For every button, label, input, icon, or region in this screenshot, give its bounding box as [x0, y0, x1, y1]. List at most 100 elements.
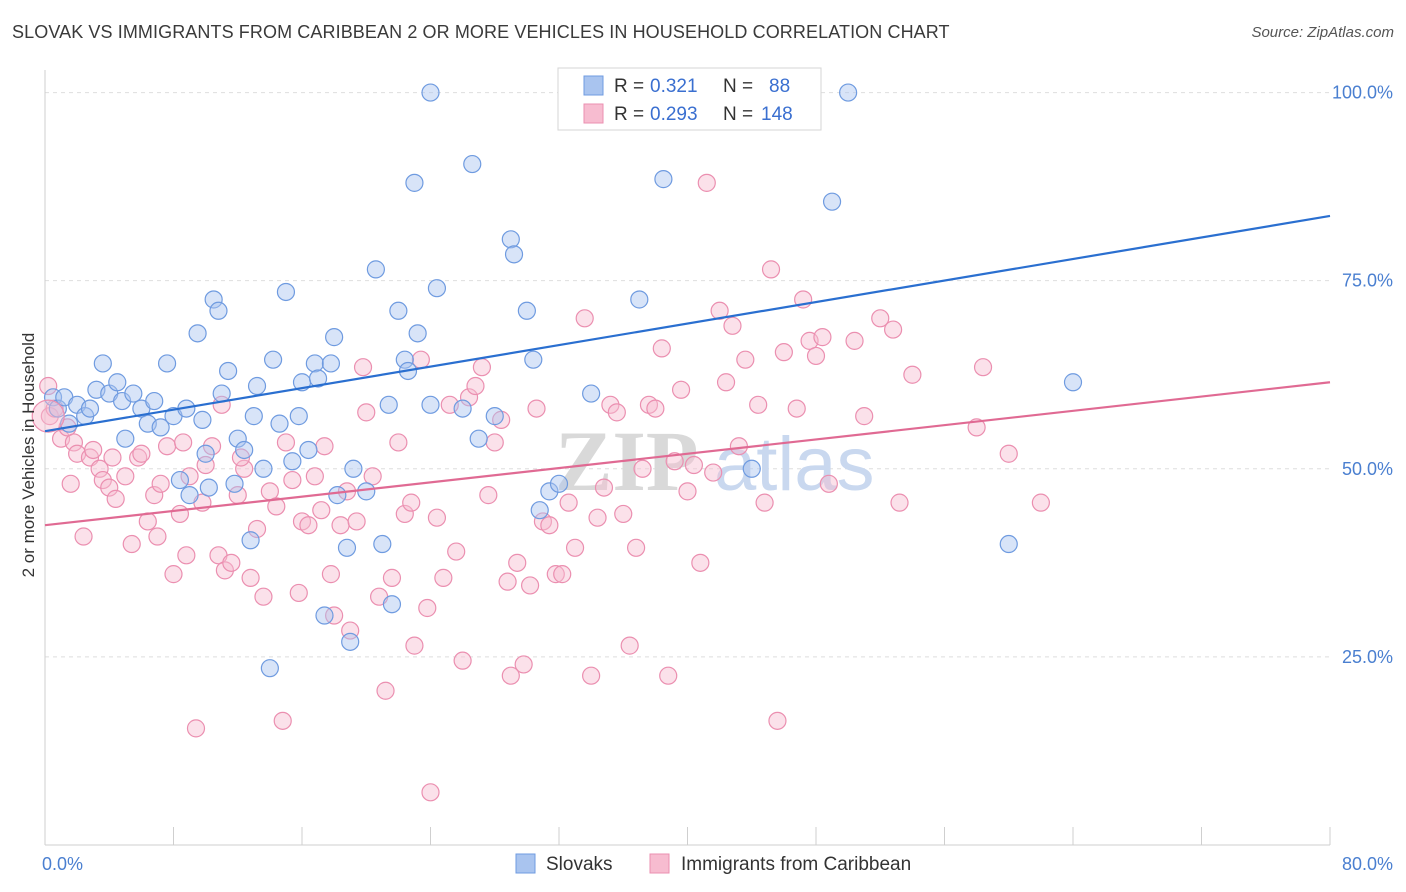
point-caribbean — [813, 328, 832, 347]
point-caribbean — [883, 320, 903, 339]
data-points — [31, 83, 1083, 802]
point-caribbean — [357, 403, 376, 422]
trend-line-slovaks — [44, 214, 1331, 433]
point-slovaks — [839, 83, 858, 102]
y-tick-label: 75.0% — [1342, 271, 1393, 291]
point-caribbean — [395, 504, 414, 524]
point-slovaks — [247, 376, 267, 396]
point-slovaks — [408, 324, 427, 343]
point-slovaks — [337, 538, 357, 557]
point-caribbean — [652, 339, 671, 358]
point-caribbean — [64, 433, 84, 452]
point-caribbean — [594, 478, 614, 497]
legend-r-value-caribbean: 0.293 — [650, 104, 698, 125]
point-caribbean — [967, 418, 986, 437]
y-axis-label: 2 or more Vehicles in Household — [19, 333, 38, 578]
point-slovaks — [157, 354, 177, 373]
point-caribbean — [157, 437, 177, 456]
trend-lines — [44, 214, 1331, 527]
point-caribbean — [247, 519, 267, 539]
point-caribbean — [678, 482, 697, 501]
point-caribbean — [116, 467, 135, 486]
point-caribbean — [540, 516, 559, 535]
x-tick-label-max: 80.0% — [1342, 854, 1393, 874]
point-slovaks — [501, 230, 520, 249]
point-caribbean — [514, 655, 533, 674]
point-slovaks — [742, 459, 761, 478]
point-caribbean — [363, 467, 382, 486]
stats-legend: R = 0.321 N = 88 R = 0.293 N = 148 — [557, 67, 822, 131]
point-caribbean — [466, 376, 485, 396]
point-slovaks — [530, 501, 549, 520]
point-caribbean — [646, 399, 665, 418]
point-caribbean — [289, 583, 308, 603]
point-slovaks — [260, 659, 279, 678]
point-caribbean — [164, 565, 183, 584]
point-slovaks — [325, 328, 344, 347]
point-caribbean — [845, 331, 864, 350]
point-slovaks — [219, 361, 238, 381]
point-caribbean — [890, 493, 909, 512]
point-caribbean — [74, 527, 93, 546]
point-slovaks — [235, 440, 254, 460]
point-caribbean — [806, 346, 826, 366]
legend-swatch-caribbean-bottom — [649, 853, 670, 874]
point-slovaks — [116, 429, 135, 448]
point-caribbean — [260, 482, 279, 501]
point-caribbean — [787, 399, 806, 418]
point-slovaks — [241, 531, 260, 550]
point-caribbean — [819, 474, 838, 493]
point-slovaks — [469, 429, 488, 448]
point-slovaks — [524, 350, 543, 369]
point-slovaks — [373, 534, 392, 554]
point-slovaks — [209, 301, 228, 320]
point-slovaks — [517, 301, 536, 320]
point-slovaks — [485, 407, 504, 426]
point-caribbean — [761, 260, 781, 279]
point-slovaks — [999, 534, 1018, 554]
point-caribbean — [973, 358, 993, 377]
point-slovaks — [124, 384, 143, 403]
point-caribbean — [479, 486, 498, 505]
point-caribbean — [405, 636, 424, 655]
point-caribbean — [582, 666, 601, 685]
point-caribbean — [235, 459, 254, 478]
x-tick-labels: 0.0% 80.0% — [42, 854, 1393, 874]
point-slovaks — [48, 399, 67, 418]
point-caribbean — [180, 467, 199, 486]
point-caribbean — [215, 561, 234, 580]
point-caribbean — [39, 376, 58, 396]
point-caribbean — [704, 463, 723, 482]
point-caribbean — [299, 516, 318, 535]
point-slovaks — [421, 83, 440, 102]
point-caribbean — [716, 373, 736, 392]
point-caribbean — [427, 508, 447, 527]
series-legend: Slovaks Immigrants from Caribbean — [515, 853, 911, 875]
point-slovaks — [344, 459, 363, 478]
trend-line-caribbean — [44, 381, 1331, 527]
legend-r-label: R = — [614, 76, 644, 97]
point-caribbean — [434, 568, 453, 587]
y-tick-labels: 25.0% 50.0% 75.0% 100.0% — [1332, 83, 1393, 667]
point-caribbean — [520, 576, 540, 595]
point-caribbean — [122, 534, 141, 554]
point-caribbean — [588, 508, 607, 527]
source-label: Source: ZipAtlas.com — [1251, 24, 1394, 41]
point-caribbean — [321, 565, 341, 584]
point-caribbean — [93, 470, 112, 490]
legend-label-slovaks: Slovaks — [546, 854, 613, 875]
point-slovaks — [630, 290, 649, 309]
point-slovaks — [170, 470, 190, 490]
point-caribbean — [626, 538, 646, 557]
point-slovaks — [289, 407, 308, 426]
point-caribbean — [871, 309, 890, 328]
point-caribbean — [774, 343, 793, 362]
point-caribbean — [903, 365, 922, 384]
point-caribbean — [485, 433, 504, 452]
legend-swatch-slovaks — [583, 75, 604, 96]
point-caribbean — [222, 553, 241, 572]
point-slovaks — [549, 474, 569, 493]
point-caribbean — [312, 501, 331, 520]
point-slovaks — [204, 290, 223, 309]
